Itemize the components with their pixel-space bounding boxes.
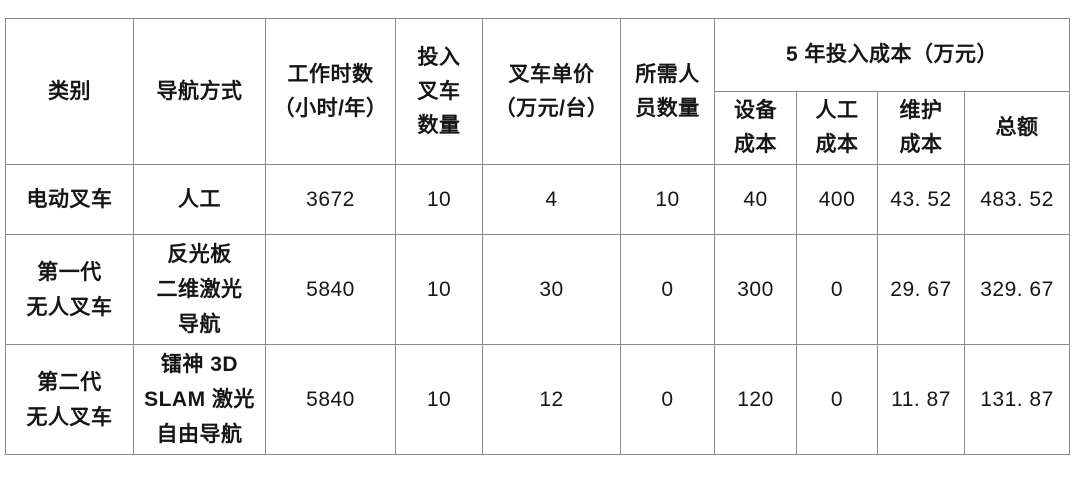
header-cell-category: 类别	[5, 18, 134, 165]
cell-cost-maintenance: 11. 87	[877, 344, 965, 455]
cell-category: 第一代 无人叉车	[5, 234, 134, 345]
header-cell-work-hours: 工作时数 （小时/年）	[265, 18, 396, 165]
cell-work-hours: 5840	[265, 344, 396, 455]
cell-forklift-count: 10	[395, 344, 483, 455]
header-cell-cost-labor: 人工 成本	[796, 91, 878, 165]
header-cell-cost-maintenance: 维护 成本	[877, 91, 965, 165]
cell-navigation: 人工	[133, 164, 266, 235]
header-row-top: 类别 导航方式 工作时数 （小时/年） 投入 叉车 数量 叉车单价 （万元/台） 所需人…	[5, 18, 1071, 165]
cell-unit-price: 12	[482, 344, 621, 455]
forklift-cost-comparison-table: 类别 导航方式 工作时数 （小时/年） 投入 叉车 数量 叉车单价 （万元/台） 所需人…	[5, 18, 1071, 455]
cell-forklift-count: 10	[395, 234, 483, 345]
header-cell-unit-price: 叉车单价 （万元/台）	[482, 18, 621, 165]
cell-cost-maintenance: 43. 52	[877, 164, 965, 235]
header-row-sub: 设备 成本 人工 成本 维护 成本 总额	[6, 91, 1071, 165]
header-cell-staff-count: 所需人 员数量	[620, 18, 715, 165]
header-cell-cost-equipment: 设备 成本	[714, 91, 797, 165]
cell-staff-count: 0	[620, 234, 715, 345]
cell-unit-price: 30	[482, 234, 621, 345]
cell-staff-count: 10	[620, 164, 715, 235]
cell-cost-labor: 400	[796, 164, 878, 235]
cell-category: 第二代 无人叉车	[5, 344, 134, 455]
cell-cost-equipment: 300	[714, 234, 797, 345]
cell-cost-maintenance: 29. 67	[877, 234, 965, 345]
cell-cost-labor: 0	[796, 234, 878, 345]
cell-navigation: 镭神 3D SLAM 激光 自由导航	[133, 344, 266, 455]
cell-cost-total: 483. 52	[963, 164, 1071, 235]
table-row-gen1-unmanned-forklift: 第一代 无人叉车 反光板 二维激光 导航 5840 10 30 0 300 0 29.…	[5, 234, 1071, 345]
cell-staff-count: 0	[620, 344, 715, 455]
cell-cost-total: 131. 87	[963, 344, 1071, 455]
header-cell-navigation: 导航方式	[133, 18, 266, 165]
cell-category: 电动叉车	[5, 164, 134, 235]
cell-cost-labor: 0	[796, 344, 878, 455]
cell-cost-total: 329. 67	[963, 234, 1071, 345]
cell-forklift-count: 10	[395, 164, 483, 235]
table-row-gen2-unmanned-forklift: 第二代 无人叉车 镭神 3D SLAM 激光 自由导航 5840 10 12 0 12…	[5, 344, 1071, 455]
header-cell-cost-group: 5 年投入成本（万元）	[713, 18, 1071, 92]
cell-work-hours: 5840	[265, 234, 396, 345]
cell-navigation: 反光板 二维激光 导航	[133, 234, 266, 345]
cell-unit-price: 4	[482, 164, 621, 235]
header-cell-cost-total: 总额	[963, 91, 1071, 165]
cell-work-hours: 3672	[265, 164, 396, 235]
cell-cost-equipment: 40	[714, 164, 797, 235]
cell-cost-equipment: 120	[714, 344, 797, 455]
header-cell-forklift-count: 投入 叉车 数量	[395, 18, 483, 165]
table-row-electric-forklift: 电动叉车 人工 3672 10 4 10 40 400 43. 52 483. …	[5, 164, 1071, 235]
